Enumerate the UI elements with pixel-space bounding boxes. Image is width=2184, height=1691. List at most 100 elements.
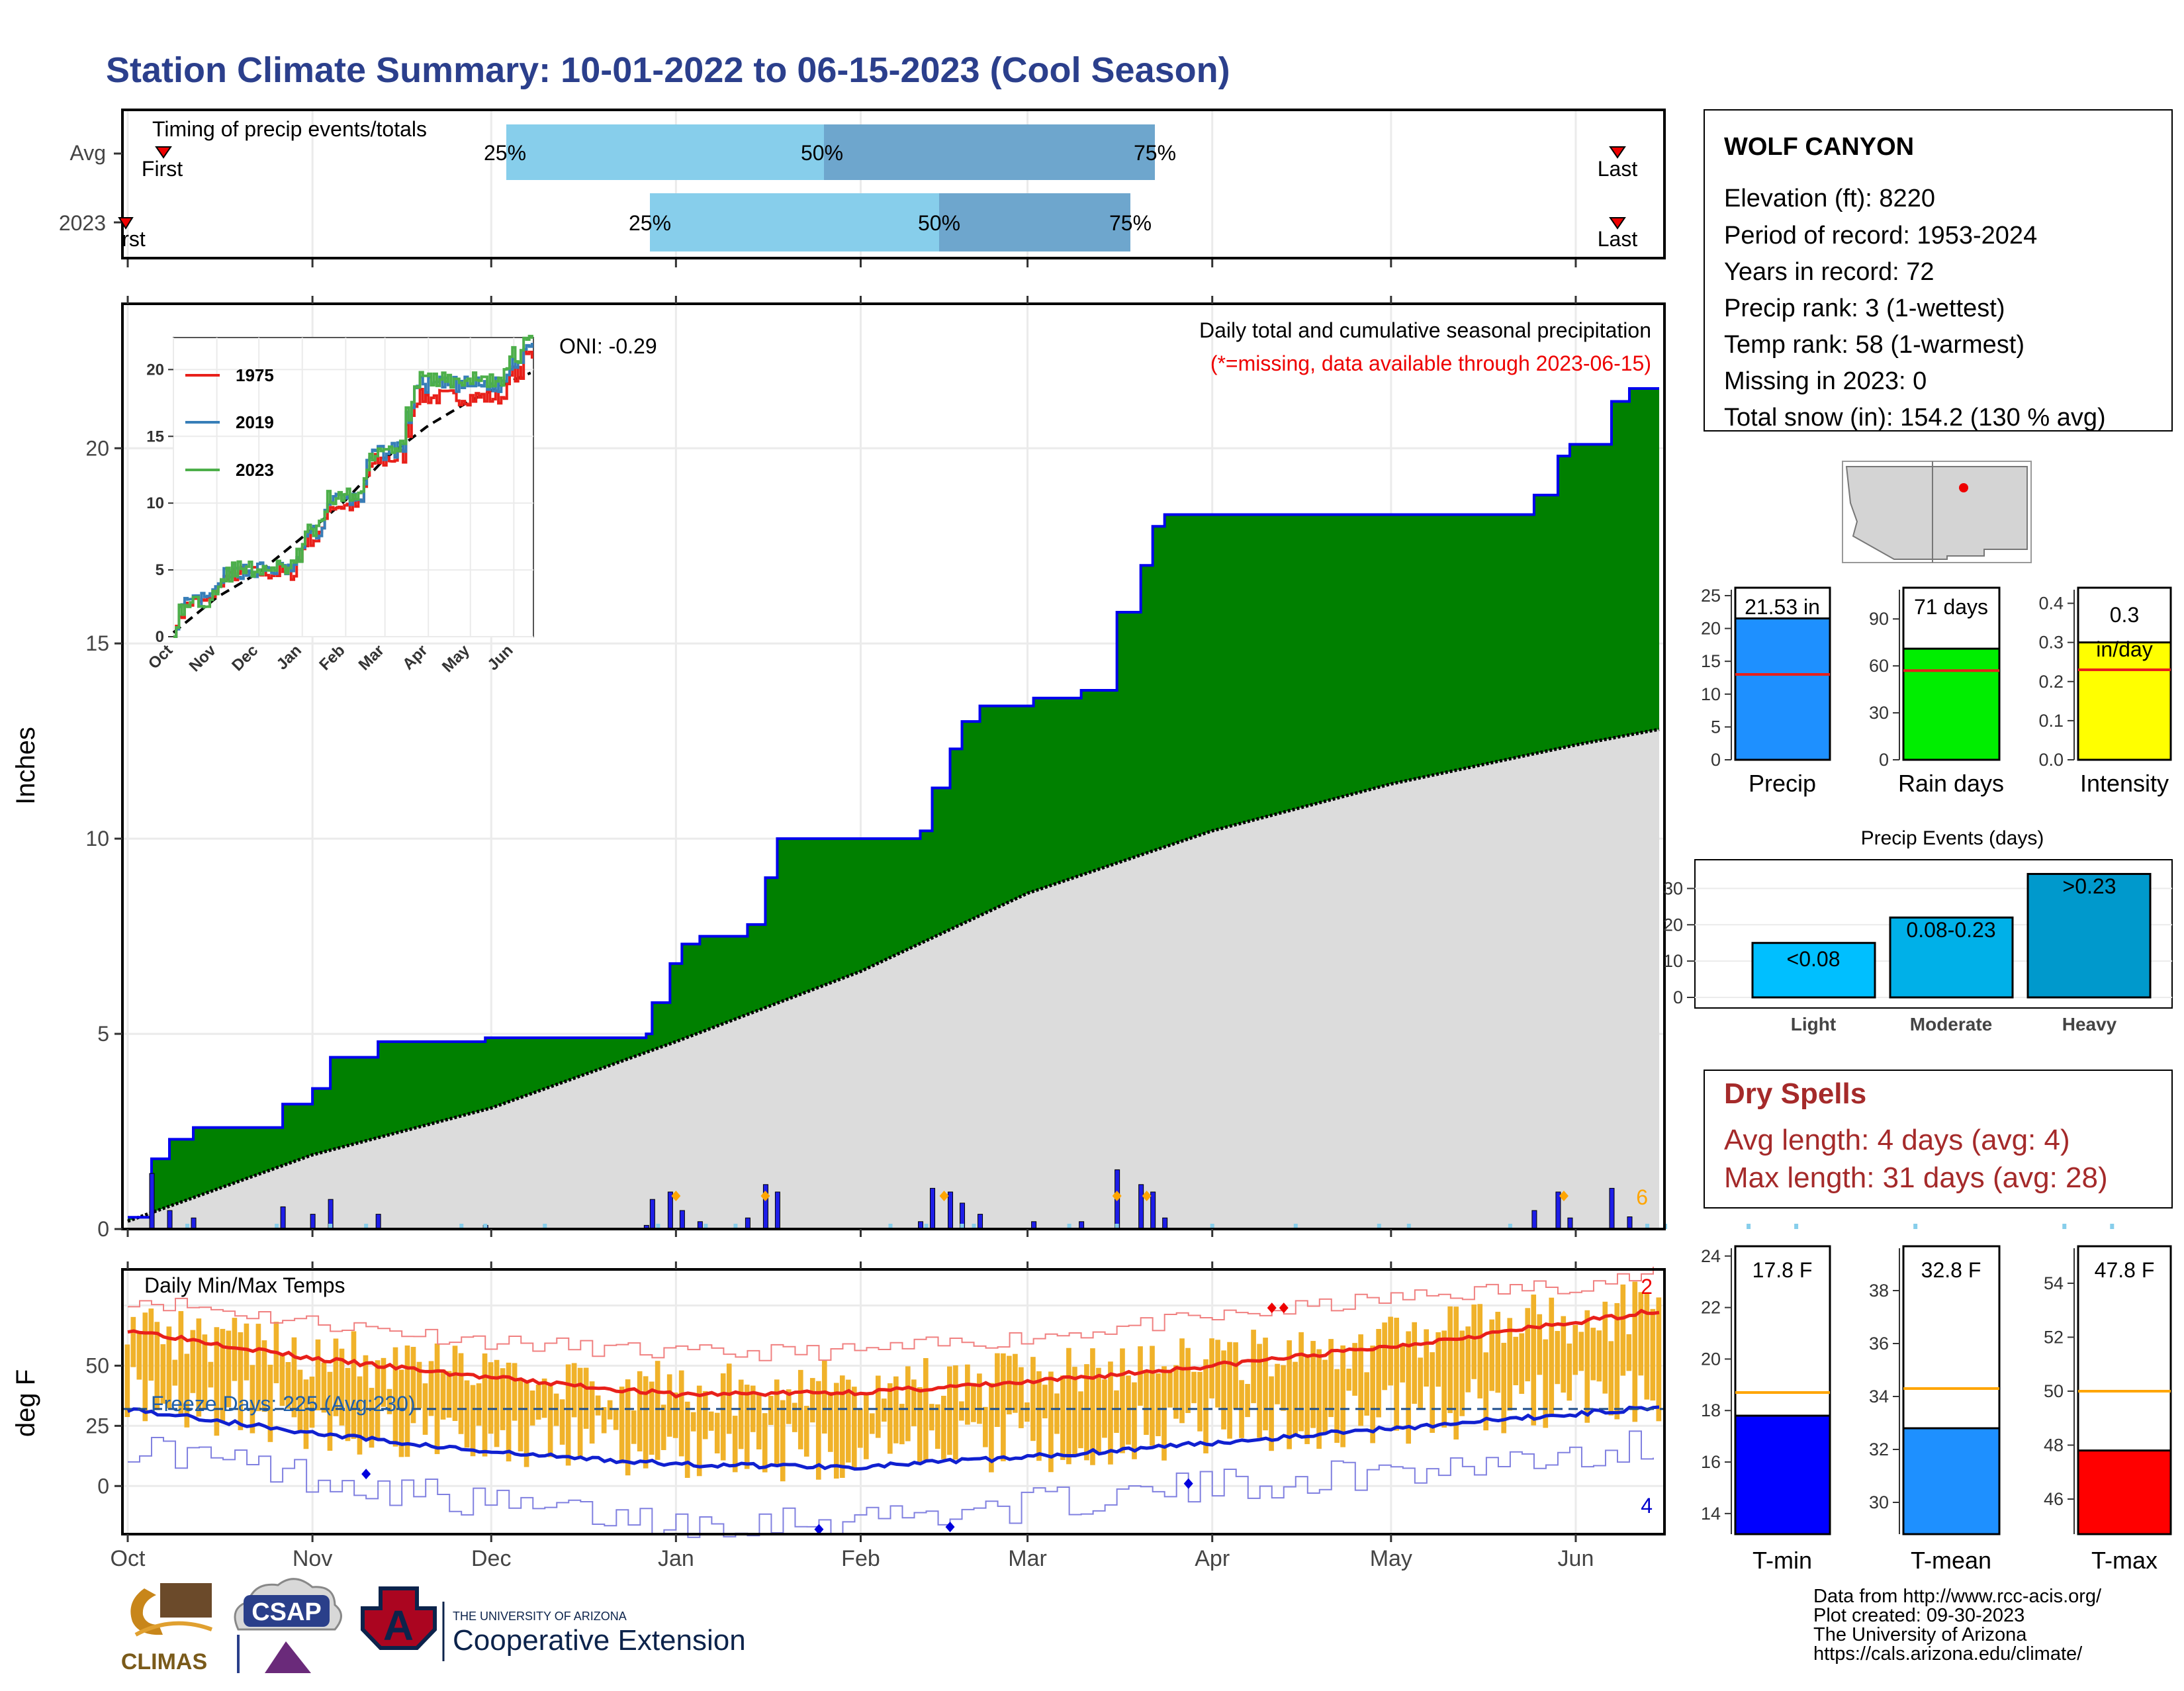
daily-temp-bar xyxy=(1465,1326,1471,1393)
trace-precip-bar xyxy=(275,1224,279,1229)
daily-temp-bar xyxy=(1394,1317,1399,1431)
summary-tick-label: 15 xyxy=(1701,651,1721,671)
daily-temp-bar xyxy=(523,1381,529,1467)
daily-temp-bar xyxy=(267,1365,273,1442)
daily-temp-bar xyxy=(327,1371,333,1451)
daily-temp-bar xyxy=(148,1308,154,1381)
yr-pct50: 50% xyxy=(918,211,960,235)
daily-temp-bar xyxy=(255,1324,261,1412)
daily-temp-bar xyxy=(1304,1354,1310,1444)
events-tick-label: 30 xyxy=(1663,878,1683,898)
daily-temp-bar xyxy=(1596,1330,1602,1382)
summary-tick-label: 22 xyxy=(1701,1298,1721,1318)
oni-value: ONI: -0.29 xyxy=(559,334,657,358)
trace-precip-bar xyxy=(972,1224,976,1229)
daily-precip-bar xyxy=(930,1187,936,1230)
daily-temp-bar xyxy=(351,1331,357,1439)
daily-temp-bar xyxy=(1650,1308,1656,1401)
daily-temp-bar xyxy=(577,1367,583,1457)
events-bars xyxy=(1751,872,2152,999)
daily-temp-bar xyxy=(1567,1344,1572,1401)
daily-temp-bar xyxy=(1298,1332,1304,1432)
inset-y-tick-label: 20 xyxy=(146,361,164,379)
daily-temp-bar xyxy=(1406,1331,1411,1444)
daily-temp-bar xyxy=(476,1383,482,1426)
daily-temp-bar xyxy=(720,1373,726,1461)
freeze-days: Freeze Days: 225 (Avg:230) xyxy=(151,1392,416,1416)
daily-temp-bar xyxy=(1078,1391,1083,1449)
daily-temp-bar xyxy=(178,1310,184,1415)
timing-row-2023: 2023 xyxy=(59,211,106,235)
temp-panel-title: Daily Min/Max Temps xyxy=(144,1273,345,1297)
yr-pct25: 25% xyxy=(629,211,671,235)
daily-temp-bar xyxy=(774,1379,780,1467)
trace-precip-bar xyxy=(364,1224,369,1229)
daily-temp-bar xyxy=(1340,1345,1345,1447)
daily-temp-bar xyxy=(1275,1363,1280,1404)
daily-temp-bar xyxy=(809,1378,815,1423)
daily-temp-bar xyxy=(1197,1371,1203,1432)
summary-tmax-bar xyxy=(2077,1449,2172,1535)
trace-precip-bar xyxy=(888,1224,893,1229)
daily-temp-bar xyxy=(1030,1357,1036,1441)
daily-precip-bar xyxy=(1555,1191,1561,1230)
daily-temp-bar xyxy=(803,1406,809,1457)
daily-temp-bar xyxy=(827,1392,833,1452)
daily-precip-bar xyxy=(1138,1184,1144,1230)
daily-temp-bar xyxy=(643,1376,649,1469)
dry-spells-max: Max length: 31 days (avg: 28) xyxy=(1724,1162,2108,1194)
station-years: Years in record: 72 xyxy=(1724,258,1934,286)
climas-emblem xyxy=(130,1588,163,1635)
average-precip-area xyxy=(128,729,1659,1229)
daily-temp-bar xyxy=(1209,1338,1214,1398)
daily-temp-bar xyxy=(631,1410,637,1444)
timing-label: Timing of precip events/totals xyxy=(152,117,427,141)
daily-precip-bar xyxy=(774,1191,780,1230)
daily-temp-bar xyxy=(381,1357,387,1407)
daily-temp-bar xyxy=(142,1312,148,1422)
daily-temp-bar xyxy=(678,1370,684,1457)
inset-x-tick-label: Dec xyxy=(228,641,261,674)
heavy-day-marker xyxy=(1112,1191,1122,1201)
daily-temp-bar xyxy=(1483,1352,1489,1431)
summary-tick-label: 46 xyxy=(2044,1489,2064,1509)
daily-temp-bar xyxy=(202,1334,208,1409)
timing-row-avg: Avg xyxy=(69,141,106,165)
record-low-marker xyxy=(814,1524,824,1535)
inset-y-tick-label: 5 xyxy=(156,561,164,579)
events-label-light: <0.08 xyxy=(1787,947,1841,971)
daily-temp-bar xyxy=(571,1363,577,1418)
daily-temp-bar xyxy=(995,1353,1000,1428)
ua-big-text: Cooperative Extension xyxy=(453,1624,746,1657)
legend-2019-label: 2019 xyxy=(236,412,274,432)
daily-temp-bar xyxy=(1293,1361,1298,1434)
month-label: Nov xyxy=(293,1546,332,1571)
trace-precip-bar xyxy=(2110,1224,2115,1229)
csap-badge xyxy=(244,1595,330,1627)
daily-precip-bar xyxy=(1150,1191,1156,1230)
daily-temp-bar xyxy=(470,1385,476,1457)
precip-y-tick-label: 20 xyxy=(85,436,109,460)
summary-tick-label: 0.1 xyxy=(2038,711,2064,731)
daily-temp-bar xyxy=(1066,1348,1071,1465)
daily-temp-bar xyxy=(768,1396,774,1425)
daily-temp-bar xyxy=(899,1404,905,1445)
trace-precip-bar xyxy=(924,1224,929,1229)
daily-temp-bar xyxy=(1626,1334,1632,1371)
daily-temp-bar xyxy=(1310,1341,1316,1428)
daily-precip-bar xyxy=(649,1199,655,1230)
daily-temp-bar xyxy=(660,1404,666,1450)
daily-temp-bar xyxy=(1370,1346,1375,1443)
daily-temp-bar xyxy=(512,1363,518,1421)
daily-temp-bar xyxy=(1441,1330,1447,1428)
daily-temp-bar xyxy=(1007,1355,1012,1415)
summary-tmean-bar xyxy=(1902,1427,2001,1535)
daily-precip-bar xyxy=(375,1214,381,1230)
daily-temp-bar xyxy=(1453,1306,1459,1440)
summary-raindays-value-box xyxy=(1902,586,2001,761)
events-bar xyxy=(2026,872,2152,999)
temp-y-tick-label: 0 xyxy=(97,1474,109,1498)
daily-precip-bar xyxy=(745,1217,751,1230)
daily-temp-bar xyxy=(792,1402,797,1432)
daily-temp-bar xyxy=(297,1369,303,1432)
